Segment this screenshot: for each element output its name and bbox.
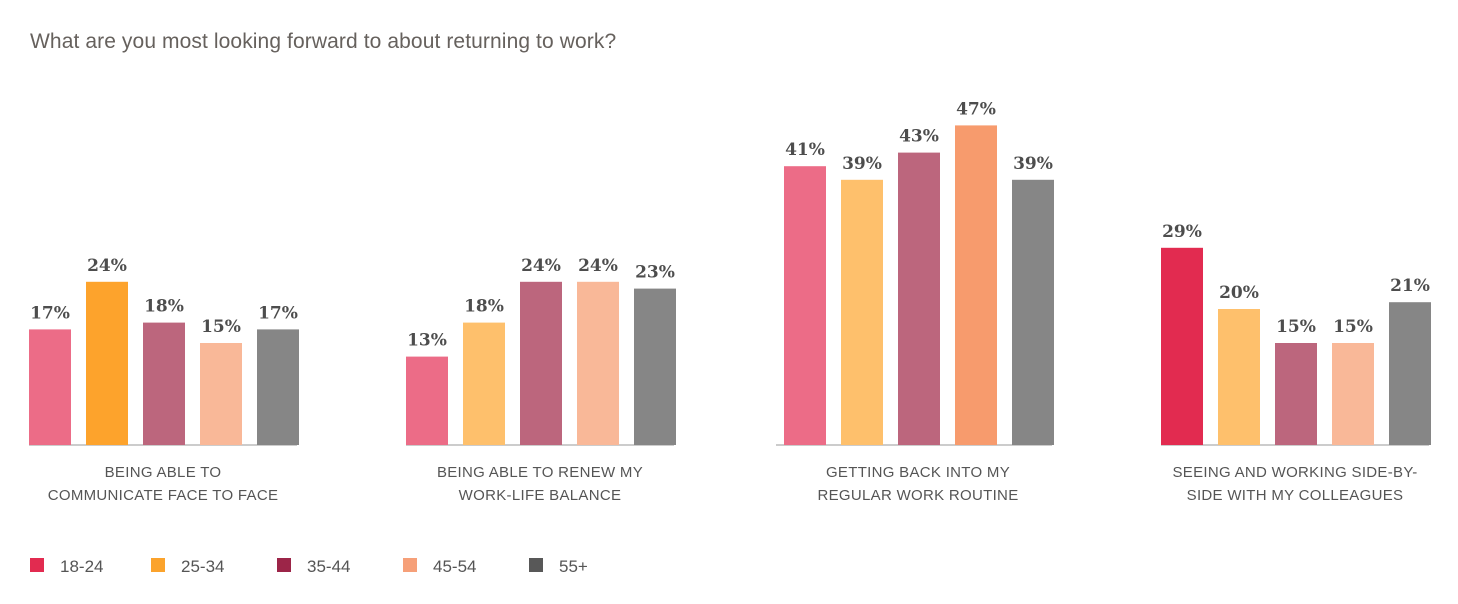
bar-18-24-cat2 <box>784 166 826 445</box>
legend-swatch-25-34 <box>151 558 165 572</box>
legend-swatch-18-24 <box>30 558 44 572</box>
data-label: 23% <box>635 263 675 283</box>
chart-title: What are you most looking forward to abo… <box>30 30 617 53</box>
bar-25-34-cat0 <box>86 281 128 445</box>
data-label: 18% <box>464 297 504 317</box>
data-label: 39% <box>1013 154 1053 174</box>
bar-35-44-cat0 <box>143 322 185 445</box>
bar-55+-cat1 <box>634 288 676 445</box>
legend-label: 18-24 <box>60 557 103 576</box>
data-label: 24% <box>521 256 561 276</box>
category-label: BEING ABLE TO RENEW MY <box>437 464 643 481</box>
bar-35-44-cat2 <box>898 152 940 445</box>
bar-55+-cat2 <box>1012 179 1054 446</box>
category-label: BEING ABLE TO <box>105 464 222 481</box>
category-label: WORK-LIFE BALANCE <box>459 487 622 504</box>
bar-45-54-cat1 <box>577 281 619 445</box>
data-label: 41% <box>785 140 825 160</box>
bar-25-34-cat3 <box>1218 309 1260 445</box>
bar-18-24-cat3 <box>1161 247 1203 445</box>
category-label: GETTING BACK INTO MY <box>826 464 1010 481</box>
bar-18-24-cat0 <box>29 329 71 445</box>
category-labels-group: BEING ABLE TO COMMUNICATE FACE TO FACE BEI… <box>48 464 1418 504</box>
data-label: 13% <box>407 331 447 351</box>
data-label: 29% <box>1162 222 1202 242</box>
legend-swatch-45-54 <box>403 558 417 572</box>
bar-25-34-cat1 <box>463 322 505 445</box>
data-label: 21% <box>1390 276 1430 296</box>
data-label: 17% <box>258 303 298 323</box>
data-label: 15% <box>1276 317 1316 337</box>
category-label: SIDE WITH MY COLLEAGUES <box>1187 487 1404 504</box>
bar-35-44-cat3 <box>1275 343 1317 445</box>
bar-55+-cat3 <box>1389 302 1431 445</box>
category-label: COMMUNICATE FACE TO FACE <box>48 487 279 504</box>
bar-35-44-cat1 <box>520 281 562 445</box>
bar-18-24-cat1 <box>406 356 448 445</box>
bar-25-34-cat2 <box>841 179 883 446</box>
category-label: REGULAR WORK ROUTINE <box>817 487 1018 504</box>
data-label: 24% <box>87 256 127 276</box>
legend-label: 35-44 <box>307 557 350 576</box>
legend-label: 25-34 <box>181 557 224 576</box>
data-label: 17% <box>30 303 70 323</box>
bar-55+-cat0 <box>257 329 299 445</box>
data-label: 18% <box>144 297 184 317</box>
category-label: SEEING AND WORKING SIDE-BY- <box>1172 464 1417 481</box>
data-label: 24% <box>578 256 618 276</box>
value-labels-group: 17% 24% 18% 15% 17% 13% 18% 24% 24% 23% 41% 39% 43% 4… <box>30 99 1430 350</box>
legend-swatch-55+ <box>529 558 543 572</box>
data-label: 43% <box>899 127 939 147</box>
bar-45-54-cat2 <box>955 125 997 446</box>
data-label: 47% <box>956 99 996 119</box>
legend-label: 55+ <box>559 557 588 576</box>
data-label: 15% <box>1333 317 1373 337</box>
bar-45-54-cat0 <box>200 343 242 445</box>
legend-swatch-35-44 <box>277 558 291 572</box>
bars-group <box>29 125 1431 446</box>
legend: 18-24 25-34 35-44 45-54 55+ <box>30 557 588 576</box>
legend-label: 45-54 <box>433 557 476 576</box>
data-label: 15% <box>201 317 241 337</box>
data-label: 20% <box>1219 283 1259 303</box>
data-label: 39% <box>842 154 882 174</box>
bar-45-54-cat3 <box>1332 343 1374 445</box>
